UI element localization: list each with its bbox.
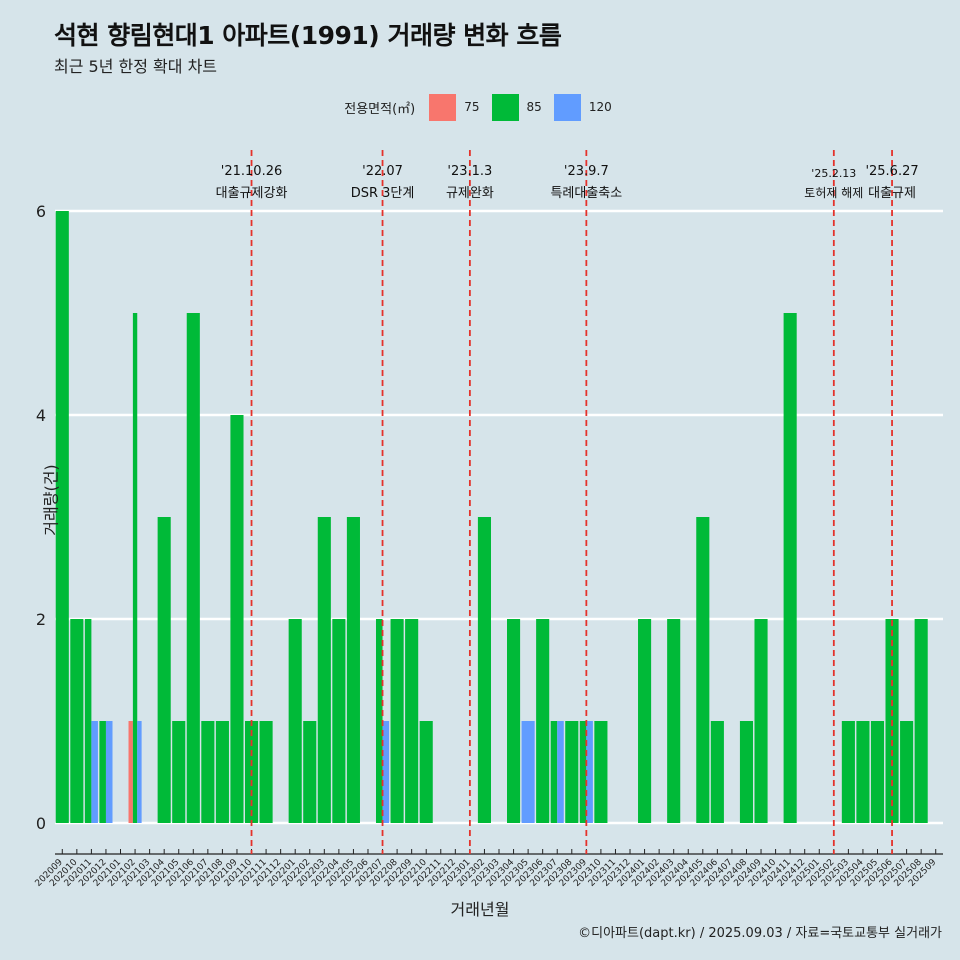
y-tick-label-2: 2 bbox=[36, 610, 46, 629]
bar-202108-85 bbox=[215, 721, 229, 823]
chart-title: 석현 향림현대1 아파트(1991) 거래량 변화 흐름 bbox=[54, 21, 562, 50]
bar-202503-85 bbox=[841, 721, 855, 823]
bar-202207-120 bbox=[382, 721, 390, 823]
bar-202309-120 bbox=[586, 721, 593, 823]
bar-202308-85 bbox=[565, 721, 579, 823]
bar-202302-85 bbox=[477, 517, 491, 823]
bar-202504-85 bbox=[856, 721, 870, 823]
bar-202505-85 bbox=[870, 721, 885, 823]
bar-202109-85 bbox=[230, 415, 244, 823]
bar-202202-85 bbox=[303, 721, 317, 823]
bar-202102-75 bbox=[128, 721, 133, 823]
bar-202304-85 bbox=[507, 619, 521, 823]
legend-swatch-75 bbox=[429, 93, 457, 121]
bar-202011-120 bbox=[91, 721, 98, 823]
bar-202309-85 bbox=[579, 721, 587, 823]
event-date-202502: '25.2.13 bbox=[811, 167, 856, 180]
event-date-202309: '23.9.7 bbox=[564, 164, 609, 179]
event-label-202110: 대출규제강화 bbox=[216, 186, 288, 201]
bar-202507-85 bbox=[900, 721, 914, 823]
event-label-202502: 토허제 해제 bbox=[804, 186, 863, 200]
bar-202409-85 bbox=[754, 619, 768, 823]
bar-202208-85 bbox=[390, 619, 404, 823]
bar-202111-85 bbox=[259, 721, 273, 823]
legend-item-85: 85 bbox=[491, 93, 542, 121]
bar-202107-85 bbox=[201, 721, 215, 823]
bar-202104-85 bbox=[157, 517, 171, 823]
y-tick-label-4: 4 bbox=[36, 406, 46, 425]
legend-swatch-85 bbox=[491, 93, 519, 121]
bar-202203-85 bbox=[317, 517, 331, 823]
y-axis-label: 거래량(건) bbox=[41, 464, 61, 536]
event-date-202506: '25.6.27 bbox=[865, 164, 918, 179]
legend-item-75: 75 bbox=[429, 93, 480, 121]
bar-202401-85 bbox=[638, 619, 652, 823]
bar-202403-85 bbox=[667, 619, 681, 823]
bar-202106-85 bbox=[186, 313, 200, 823]
bar-202405-85 bbox=[696, 517, 710, 823]
bar-202009-85 bbox=[55, 211, 69, 823]
bar-202408-85 bbox=[739, 721, 754, 823]
bar-202011-85 bbox=[84, 619, 92, 823]
bar-202205-85 bbox=[346, 517, 360, 823]
bar-202306-85 bbox=[536, 619, 550, 823]
event-label-202506: 대출규제 bbox=[868, 186, 916, 201]
event-date-202207: '22.07 bbox=[362, 164, 403, 179]
source-caption: ©디아파트(dapt.kr) / 2025.09.03 / 자료=국토교통부 실… bbox=[578, 926, 942, 941]
bar-202305-120 bbox=[521, 721, 535, 823]
event-date-202110: '21.10.26 bbox=[221, 164, 282, 179]
bar-202310-85 bbox=[594, 721, 608, 823]
event-date-202301: '23.1.3 bbox=[447, 164, 492, 179]
bar-202012-85 bbox=[99, 721, 106, 823]
chart-subtitle: 최근 5년 한정 확대 차트 bbox=[54, 57, 218, 76]
bar-202508-85 bbox=[914, 619, 928, 823]
bar-202010-85 bbox=[70, 619, 84, 823]
bar-202102-85 bbox=[132, 313, 138, 823]
bar-202307-120 bbox=[557, 721, 564, 823]
bar-202105-85 bbox=[172, 721, 186, 823]
bar-202012-120 bbox=[105, 721, 113, 823]
legend-swatch-120 bbox=[553, 93, 581, 121]
event-label-202301: 규제완화 bbox=[446, 186, 494, 201]
bar-202201-85 bbox=[288, 619, 302, 823]
bar-202210-85 bbox=[419, 721, 433, 823]
y-tick-label-0: 0 bbox=[36, 814, 46, 833]
event-label-202309: 특례대출축소 bbox=[550, 186, 622, 201]
legend-label-75: 75 bbox=[464, 100, 480, 114]
legend-label-85: 85 bbox=[526, 100, 542, 114]
legend: 전용면적(㎡) 75 85 120 bbox=[0, 93, 960, 121]
legend-item-120: 120 bbox=[553, 93, 612, 121]
bar-202102-120 bbox=[137, 721, 142, 823]
bar-202406-85 bbox=[710, 721, 724, 823]
bar-202209-85 bbox=[405, 619, 419, 823]
x-axis-label: 거래년월 bbox=[450, 900, 510, 919]
bar-202204-85 bbox=[332, 619, 346, 823]
bar-202411-85 bbox=[783, 313, 797, 823]
bar-202307-85 bbox=[550, 721, 558, 823]
event-label-202207: DSR 3단계 bbox=[351, 186, 415, 201]
legend-label-120: 120 bbox=[588, 100, 612, 114]
legend-title: 전용면적(㎡) bbox=[344, 101, 416, 117]
bar-202207-85 bbox=[375, 619, 383, 823]
y-tick-label-6: 6 bbox=[36, 202, 46, 221]
